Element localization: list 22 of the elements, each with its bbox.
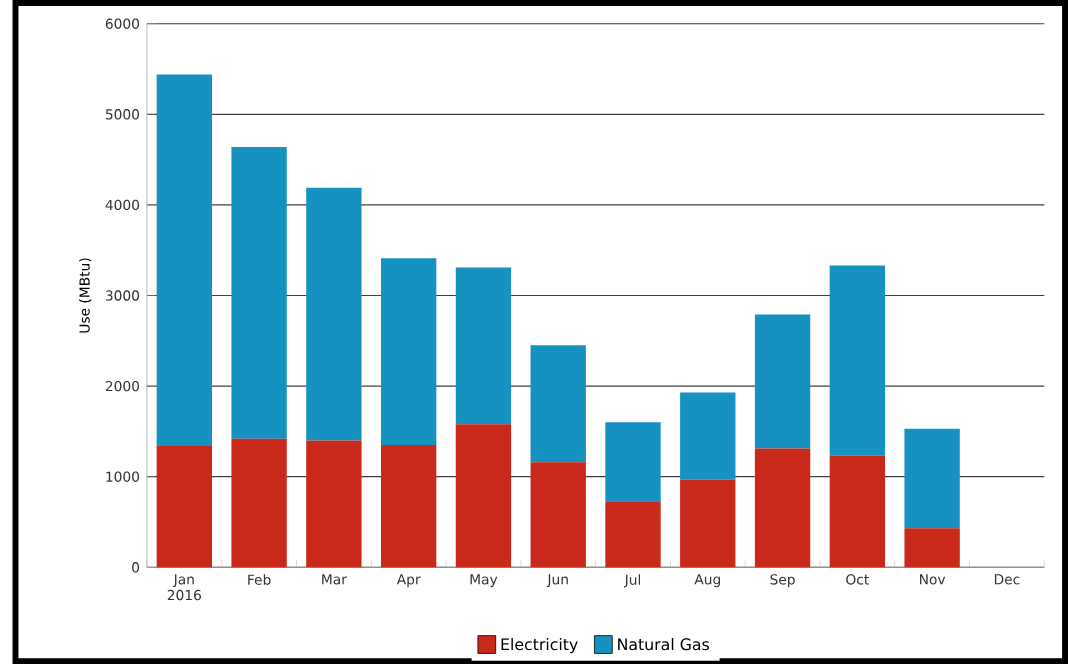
- bar: [829, 455, 886, 568]
- bar: [904, 528, 960, 568]
- bar: [455, 267, 512, 425]
- bar: [306, 187, 362, 441]
- bar: [680, 479, 736, 568]
- bar: [754, 448, 811, 568]
- bar: [605, 501, 661, 568]
- bar: [904, 428, 960, 529]
- bar: [680, 392, 736, 480]
- bar: [156, 74, 212, 446]
- bar: [156, 445, 212, 568]
- bar: [231, 438, 287, 568]
- bar: [306, 440, 362, 568]
- bar: [754, 314, 811, 449]
- bar: [829, 265, 886, 456]
- bar: [530, 345, 586, 463]
- bar: [605, 422, 661, 502]
- bar: [380, 444, 437, 568]
- bar: [231, 146, 287, 439]
- bar: [530, 462, 586, 568]
- bar: [380, 258, 437, 445]
- bar: [455, 424, 512, 568]
